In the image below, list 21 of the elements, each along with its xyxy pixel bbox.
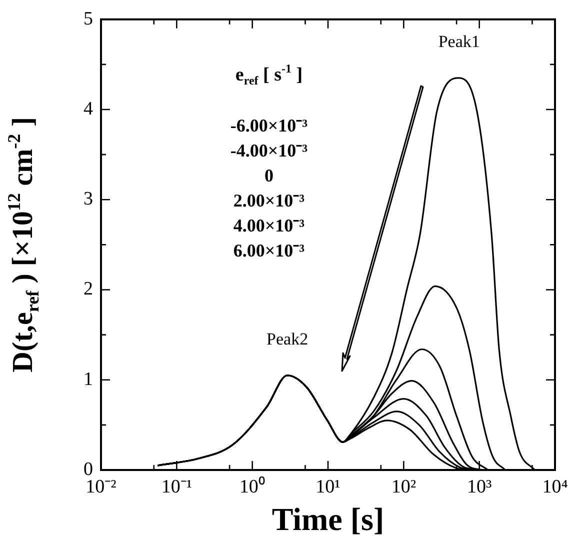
annotation: Peak1 [438, 32, 480, 51]
annotation: Peak2 [266, 329, 308, 348]
y-tick-label: 2 [84, 278, 93, 300]
annotation: 6.00×10⁻³ [233, 240, 306, 260]
annotation: 0 [264, 165, 274, 186]
x-tick-label: 10³ [466, 476, 492, 498]
y-tick-label: 4 [84, 98, 94, 120]
y-tick-label: 3 [84, 188, 93, 210]
x-tick-label: 10² [391, 476, 416, 498]
annotation: 2.00×10⁻³ [233, 190, 306, 210]
y-tick-label: 1 [84, 368, 93, 390]
y-axis-title: D(t,eref ) [×1012 cm-2 ] [4, 116, 42, 372]
x-tick-label: 10⁻¹ [161, 476, 192, 498]
annotation: -4.00×10⁻³ [230, 140, 308, 160]
annotation: -6.00×10⁻³ [230, 115, 308, 136]
x-tick-label: 10¹ [316, 476, 341, 498]
y-tick-label: 5 [84, 8, 93, 30]
annotation: 4.00×10⁻³ [233, 215, 306, 236]
x-axis-title: Time [s] [272, 501, 384, 538]
x-tick-label: 10⁴ [542, 476, 568, 498]
x-tick-label: 10⁰ [239, 475, 266, 498]
